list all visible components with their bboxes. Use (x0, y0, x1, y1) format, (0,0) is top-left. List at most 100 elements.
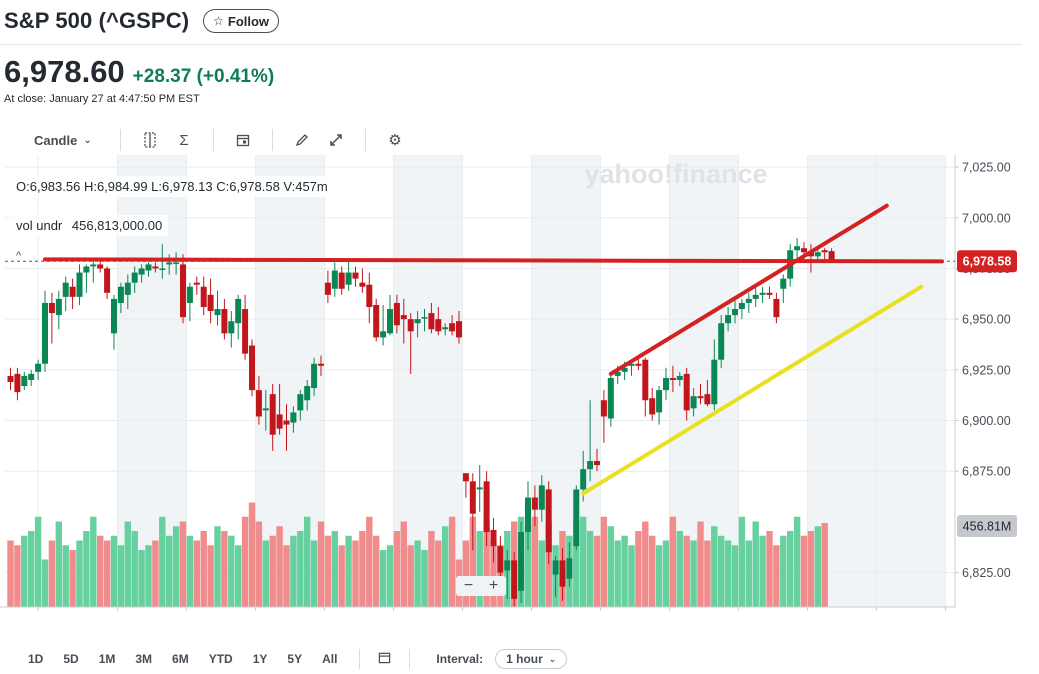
volume-bar (476, 531, 483, 607)
volume-bar (787, 531, 794, 607)
candle-body (773, 298, 780, 318)
candle-body (449, 323, 456, 332)
indicators-sigma-icon[interactable]: Σ (179, 131, 189, 149)
candle-body (428, 313, 435, 330)
last-price-tag (957, 250, 1017, 273)
candle-body (462, 473, 469, 482)
zoom-in-button[interactable]: + (488, 577, 499, 594)
volume-bar (573, 521, 580, 607)
volume-bar (469, 516, 476, 607)
interval-value: 1 hour (506, 652, 543, 666)
range-1m[interactable]: 1M (98, 652, 116, 666)
range-5y[interactable]: 5Y (287, 652, 303, 666)
candle-body (635, 363, 642, 366)
candle-body (738, 302, 745, 310)
x-tick-label: 1/15 (312, 614, 336, 615)
candle-body (600, 400, 607, 417)
toolbar-divider (213, 129, 214, 151)
volume-bar (103, 540, 111, 607)
volume-bar (214, 526, 221, 607)
candle-body (117, 286, 124, 303)
volume-bar (628, 545, 635, 607)
candle-body (131, 272, 138, 283)
candle-body (76, 272, 83, 297)
follow-button[interactable]: ☆ Follow (203, 9, 280, 33)
candle-body (380, 331, 387, 338)
range-3m[interactable]: 3M (135, 652, 153, 666)
volume-bar (241, 516, 249, 607)
candle-body (683, 373, 690, 411)
volume-bar (276, 526, 283, 607)
volume-bar (483, 521, 490, 607)
chart-type-dropdown[interactable]: Candle ⌄ (34, 128, 108, 152)
calendar-icon[interactable] (378, 651, 391, 667)
range-5d[interactable]: 5D (63, 652, 79, 666)
candle-body (421, 317, 428, 319)
page-title: S&P 500 (^GSPC) (4, 8, 190, 33)
volume-legend-label: vol undr (16, 218, 63, 233)
candle-body (628, 363, 635, 366)
candle-body (663, 377, 669, 391)
volume-bar (379, 550, 387, 607)
candle-body (318, 363, 324, 366)
candle-body (538, 485, 545, 510)
volume-bar (421, 550, 428, 607)
volume-bar (745, 540, 752, 607)
volume-bar (352, 540, 359, 607)
zoom-controls: − + (456, 576, 506, 596)
events-calendar-icon[interactable] (232, 128, 254, 152)
volume-bar (607, 526, 614, 607)
zoom-out-button[interactable]: − (463, 577, 474, 594)
candle-body (649, 398, 656, 415)
volume-bar (262, 540, 269, 607)
volume-tag-label: 456.81M (963, 520, 1012, 534)
x-tick-label: 1/23 (657, 614, 681, 615)
volume-bar (14, 545, 21, 607)
volume-bar (373, 535, 380, 607)
range-1d[interactable]: 1D (28, 652, 44, 666)
volume-bar (41, 559, 49, 607)
trendline (581, 284, 924, 496)
volume-bar (759, 535, 766, 607)
range-1y[interactable]: 1Y (252, 652, 268, 666)
candle-body (711, 359, 718, 405)
candle-body (338, 272, 345, 289)
volume-bar (200, 531, 207, 607)
candle-body (552, 560, 559, 575)
settings-gear-icon[interactable]: ⚙ (388, 132, 402, 149)
x-tick-label: 1/28 (864, 614, 888, 615)
candle-body (573, 489, 580, 547)
candle-body (732, 309, 738, 316)
compare-icon[interactable] (139, 128, 161, 152)
candle-body (62, 282, 69, 297)
chart-toolbar: Candle ⌄ Σ ⚙ (34, 128, 412, 152)
range-ytd[interactable]: YTD (208, 652, 233, 666)
volume-bar (718, 535, 725, 607)
x-tick-label: 1/16 (381, 614, 405, 615)
volume-bar (345, 535, 352, 607)
candle-body (159, 268, 166, 270)
y-tick-label: 6,900.00 (962, 414, 1011, 428)
range-all[interactable]: All (322, 652, 338, 666)
candle-body (814, 252, 821, 257)
draw-pencil-icon[interactable] (291, 128, 313, 152)
expand-icon[interactable] (325, 128, 347, 152)
candle-body (69, 286, 76, 297)
candle-body (801, 248, 807, 253)
collapse-chevron-icon: ^ (16, 250, 22, 262)
range-6m[interactable]: 6M (172, 652, 189, 666)
candle-body (794, 246, 801, 251)
x-tick-label: 1/9 (29, 614, 46, 615)
candle-body (304, 386, 311, 401)
interval-dropdown[interactable]: 1 hour ⌄ (495, 649, 568, 669)
candle-body (614, 371, 621, 376)
toolbar-divider (272, 129, 273, 151)
candle-body (745, 298, 752, 303)
volume-bar (752, 521, 759, 607)
candle-body (766, 292, 773, 295)
candle-body (152, 266, 159, 269)
volume-bar (614, 540, 621, 607)
volume-bar (310, 540, 318, 607)
volume-bar (683, 535, 690, 607)
volume-bar (435, 540, 442, 607)
